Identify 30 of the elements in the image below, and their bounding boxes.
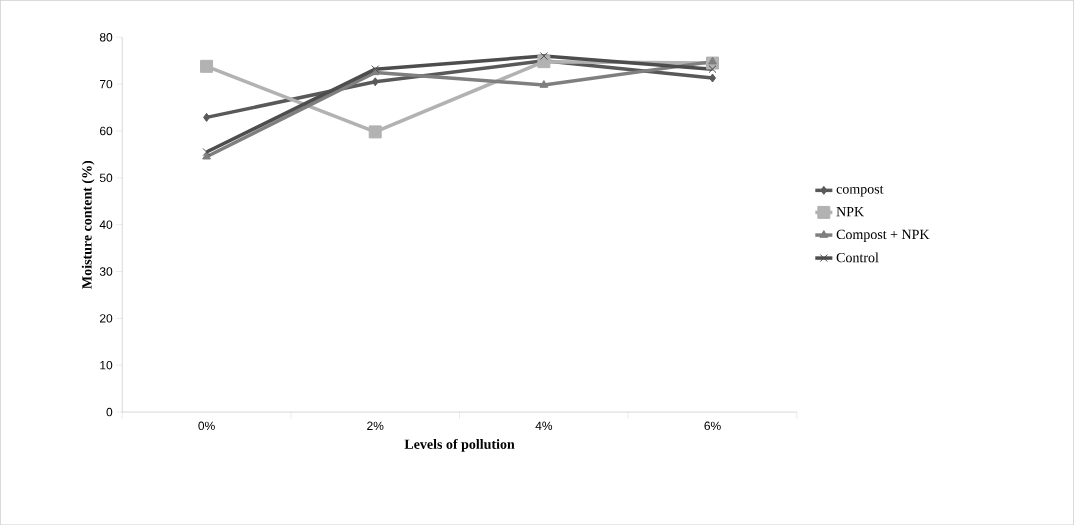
y-tick-label: 50: [99, 173, 113, 182]
point: [539, 51, 548, 60]
point: [368, 125, 382, 139]
point: [202, 151, 211, 160]
y-tick-label: 30: [99, 267, 113, 276]
y-tick-label: 10: [100, 360, 113, 370]
x-tick-label: 2%: [367, 421, 384, 430]
y-tick-label: 80: [99, 32, 113, 42]
point: [203, 112, 211, 122]
y-axis-title: Moisture content (%): [81, 160, 95, 289]
legend-label: Control: [836, 252, 879, 263]
legend-label: compost: [836, 185, 884, 197]
y-tick-label: 70: [99, 79, 113, 89]
point: [202, 147, 211, 156]
point: [708, 64, 717, 74]
legend-label: NPK: [836, 206, 864, 217]
point: [709, 73, 717, 83]
legend-label: Compost + NPK: [836, 229, 930, 242]
y-tick-label: 60: [99, 126, 113, 136]
y-tick-label: 20: [99, 313, 113, 323]
point: [539, 79, 549, 88]
y-tick-label: 40: [99, 220, 113, 229]
x-tick-label: 0%: [198, 421, 215, 430]
point: [708, 56, 717, 65]
y-tick-label: 0: [106, 407, 113, 417]
x-axis-title: Levels of pollution: [404, 438, 515, 452]
point: [200, 59, 214, 73]
x-tick-label: 4%: [535, 421, 553, 430]
point: [371, 77, 379, 87]
x-tick-label: 6%: [704, 421, 721, 430]
